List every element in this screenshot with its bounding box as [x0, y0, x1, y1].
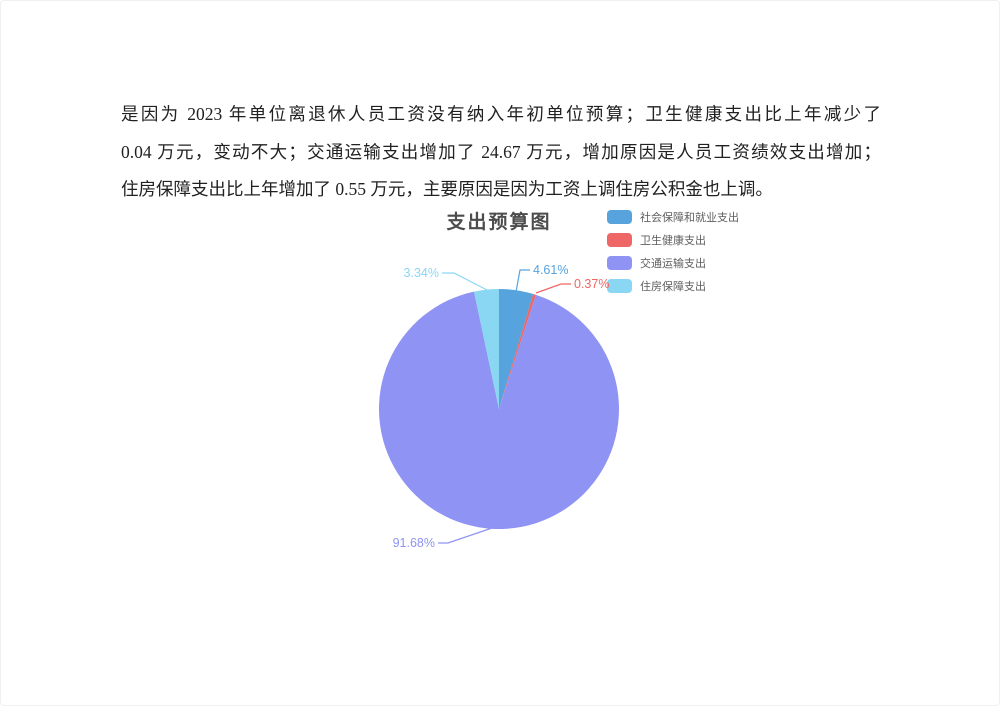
paragraph-line: 是因为 2023 年单位离退休人员工资没有纳入年初单位预算；卫生健康支出比上年减…: [121, 104, 881, 124]
pie-chart-svg: 4.61% 0.37% 91.68% 3.34%: [378, 263, 619, 550]
legend-item[interactable]: 社会保障和就业支出: [607, 210, 739, 224]
legend-label: 卫生健康支出: [640, 235, 706, 247]
legend-label: 交通运输支出: [640, 258, 706, 270]
paragraph-line: 0.04 万元，变动不大；交通运输支出增加了 24.67 万元，增加原因是人员工…: [121, 141, 881, 162]
legend-marker: [607, 279, 632, 293]
chart-legend: 社会保障和就业支出 卫生健康支出 交通运输支出 住房保障支出: [607, 210, 739, 302]
legend-item[interactable]: 交通运输支出: [607, 256, 739, 270]
legend-marker: [607, 210, 632, 224]
paragraph-line: 住房保障支出比上年增加了 0.55 万元，主要原因是因为工资上调住房公积金也上调…: [121, 179, 773, 199]
pie-percent-label: 91.68%: [393, 536, 435, 550]
legend-label: 社会保障和就业支出: [640, 212, 739, 224]
pie-percent-label: 3.34%: [404, 266, 439, 280]
pie-label-line: [535, 283, 571, 294]
pie-slice-卫生健康支出[interactable]: [499, 294, 536, 409]
pie-slice-社会保障和就业支出[interactable]: [499, 289, 534, 409]
pie-label-line: [438, 527, 493, 544]
body-paragraph: 是因为 2023 年单位离退休人员工资没有纳入年初单位预算；卫生健康支出比上年减…: [121, 96, 881, 209]
pie-slice-交通运输支出[interactable]: [378, 291, 619, 529]
pie-slice-住房保障支出[interactable]: [474, 289, 499, 409]
legend-marker: [607, 256, 632, 270]
pie-label-line: [442, 272, 488, 291]
pie-label-line: [515, 269, 530, 293]
pie-percent-label: 4.61%: [533, 263, 568, 277]
legend-label: 住房保障支出: [640, 281, 706, 293]
pie-percent-label: 0.37%: [574, 277, 609, 291]
chart-title: 支出预算图: [446, 212, 552, 233]
legend-item[interactable]: 住房保障支出: [607, 279, 739, 293]
legend-item[interactable]: 卫生健康支出: [607, 233, 739, 247]
legend-marker: [607, 233, 632, 247]
